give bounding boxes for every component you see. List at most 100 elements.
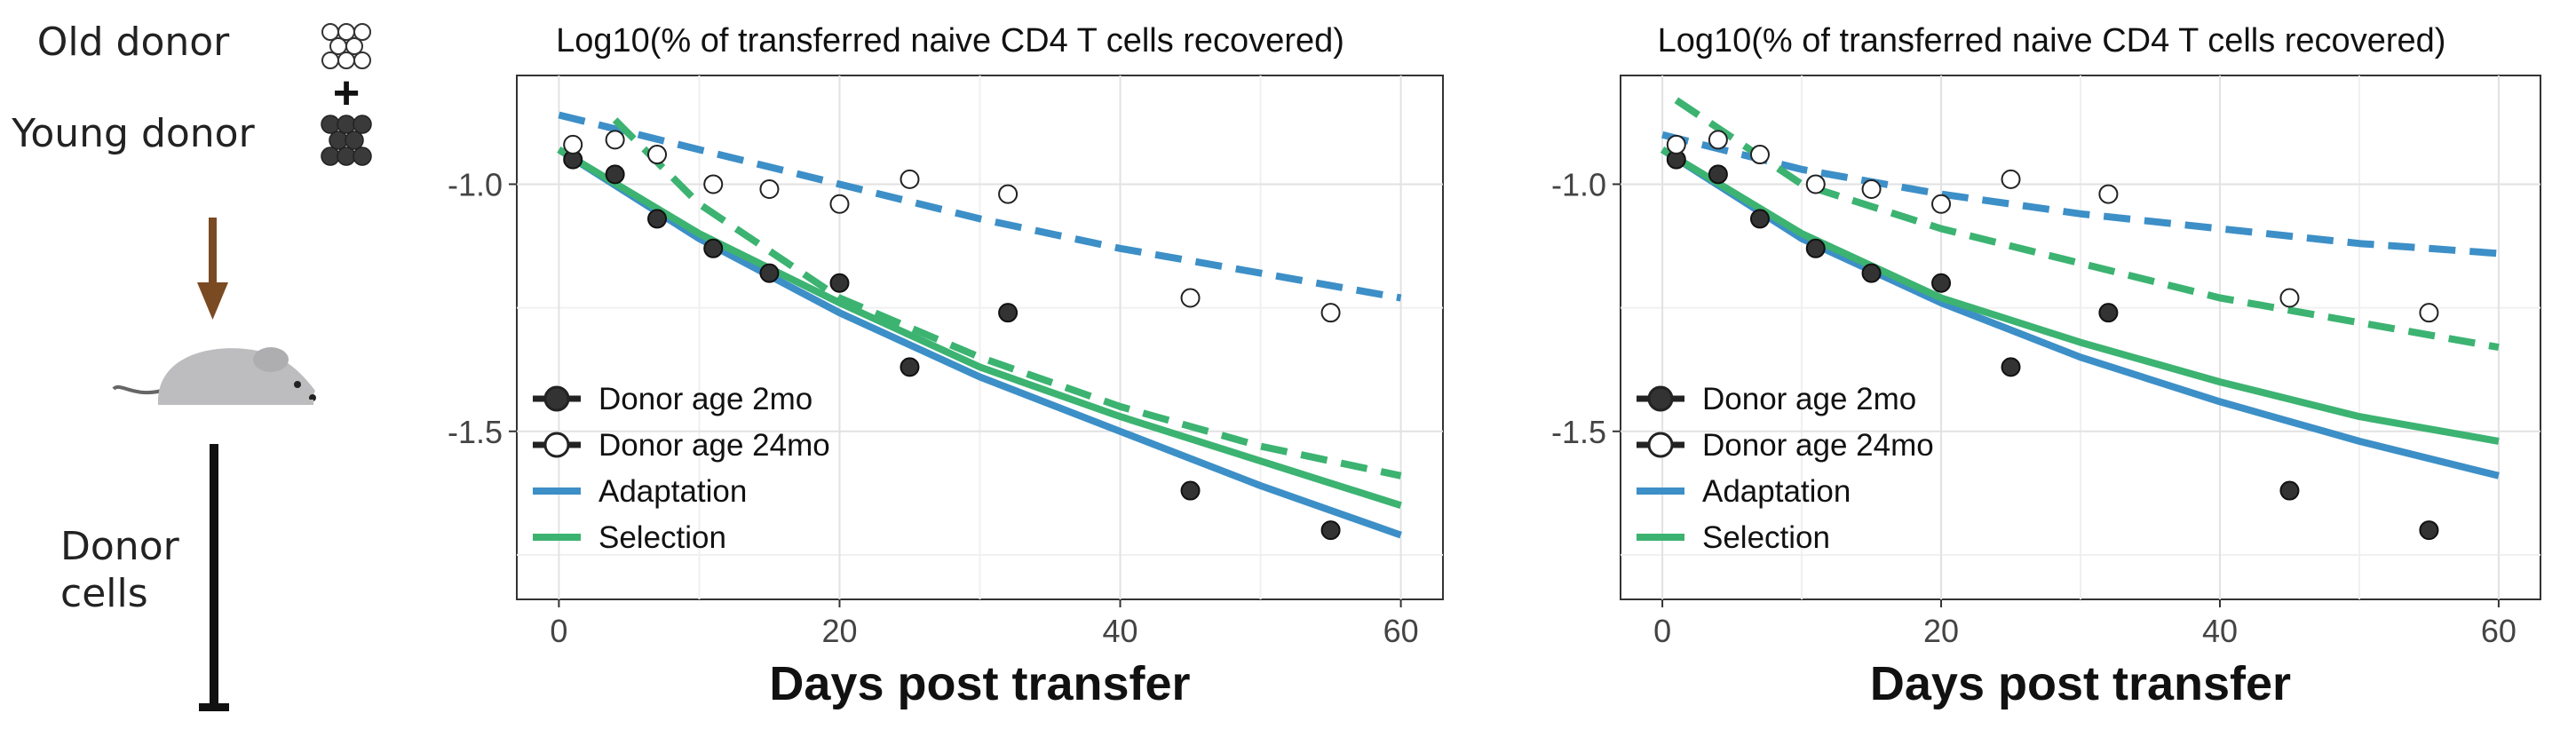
x-axis-label: Days post transfer (1870, 657, 2291, 710)
legend-label: Selection (598, 520, 726, 555)
y-tick-label: -1.5 (448, 414, 503, 450)
data-point-2mo (703, 238, 724, 258)
legend-label: Donor age 24mo (598, 428, 830, 463)
legend-key-point (1647, 432, 1674, 458)
legend-key-point (543, 432, 570, 458)
data-point-24mo (605, 130, 625, 150)
data-point-24mo (1861, 179, 1882, 200)
legend-item-adaptation: Adaptation (533, 474, 747, 509)
timeline-bar-icon (199, 444, 229, 711)
data-point-24mo (2098, 184, 2119, 204)
data-point-24mo (2419, 303, 2439, 323)
data-point-24mo (759, 179, 780, 200)
adaptation-line-2mo (1660, 147, 2500, 479)
down-arrow-icon (197, 218, 228, 320)
data-point-2mo (2279, 480, 2300, 501)
data-point-2mo (2419, 520, 2439, 541)
recovery-chart-right: Log10(% of transferred naive CD4 T cells… (1551, 22, 2541, 710)
legend: Donor age 2mo Donor age 24mo Adaptation Sel… (533, 382, 830, 555)
data-point-24mo (2001, 169, 2021, 189)
data-point-24mo (2279, 288, 2300, 308)
legend-item-adaptation: Adaptation (1637, 474, 1851, 509)
legend-item-donor-age-2mo: Donor age 2mo (1637, 382, 1916, 416)
legend-label: Donor age 2mo (598, 382, 812, 416)
x-axis-label: Days post transfer (769, 657, 1190, 710)
chart-panel-right: Log10(% of transferred naive CD4 T cells… (1527, 0, 2576, 741)
x-tick-label: 40 (1103, 613, 1138, 649)
data-point-2mo (647, 209, 668, 229)
data-point-2mo (1180, 480, 1201, 501)
legend-item-donor-age-24mo: Donor age 24mo (1637, 428, 1934, 463)
x-tick-label: 40 (2202, 613, 2238, 649)
data-point-2mo (1708, 164, 1728, 185)
x-tick-label: 60 (1383, 613, 1419, 649)
data-point-24mo (1666, 134, 1686, 155)
data-point-2mo (829, 273, 850, 293)
data-point-2mo (998, 303, 1019, 323)
grid-lines (517, 75, 1443, 599)
data-point-2mo (1749, 209, 1770, 229)
donor-cells-label-line1: Donor (60, 524, 180, 569)
old-donor-label: Old donor (37, 20, 230, 65)
data-points (563, 130, 1341, 541)
data-points (1666, 130, 2439, 541)
data-point-2mo (759, 263, 780, 283)
data-point-24mo (563, 134, 583, 155)
legend-key-point (1647, 385, 1674, 412)
y-tick-label: -1.0 (1551, 166, 1606, 202)
data-point-2mo (900, 357, 920, 377)
model-lines (557, 111, 1402, 539)
data-point-24mo (1931, 194, 1952, 214)
data-point-2mo (2098, 303, 2119, 323)
x-tick-label: 0 (550, 613, 567, 649)
experiment-schematic: Old donor + Young donor Do (0, 0, 373, 741)
adaptation-line-24mo (1661, 131, 2500, 258)
plus-sign: + (333, 67, 360, 119)
legend: Donor age 2mo Donor age 24mo Adaptation Sel… (1637, 382, 1934, 555)
legend-item-selection: Selection (1637, 520, 1830, 555)
data-point-24mo (998, 184, 1019, 204)
chart-panel-left: Log10(% of transferred naive CD4 T cells… (417, 0, 1483, 741)
donor-cells-label-line2: cells (60, 571, 148, 616)
legend-label: Adaptation (1702, 474, 1851, 509)
adaptation-line-24mo (558, 111, 1402, 302)
recovery-chart-left: Log10(% of transferred naive CD4 T cells… (448, 22, 1444, 710)
chart-title: Log10(% of transferred naive CD4 T cells… (556, 22, 1344, 59)
data-point-24mo (1320, 303, 1341, 323)
legend-key-point (543, 385, 570, 412)
x-tick-label: 60 (2481, 613, 2517, 649)
legend-item-selection: Selection (533, 520, 726, 555)
data-point-2mo (605, 164, 625, 185)
data-point-24mo (1749, 145, 1770, 165)
selection-line-2mo (557, 147, 1402, 510)
y-tick-label: -1.5 (1551, 414, 1606, 450)
schematic-canvas: Old donor + Young donor Do (11, 20, 372, 711)
data-point-24mo (647, 145, 668, 165)
data-point-24mo (1708, 130, 1728, 150)
grid-lines (1621, 75, 2540, 599)
data-point-24mo (1805, 174, 1826, 194)
young-donor-cells-icon (321, 115, 372, 166)
data-point-2mo (1861, 263, 1882, 283)
legend-item-donor-age-2mo: Donor age 2mo (533, 382, 812, 416)
data-point-2mo (1320, 520, 1341, 541)
mouse-icon (112, 347, 316, 405)
x-tick-label: 0 (1653, 613, 1671, 649)
adaptation-line-2mo (557, 147, 1402, 539)
legend-label: Donor age 24mo (1702, 428, 1934, 463)
y-tick-label: -1.0 (448, 166, 503, 202)
model-lines (1660, 97, 2500, 479)
legend-label: Adaptation (598, 474, 747, 509)
chart-title: Log10(% of transferred naive CD4 T cells… (1658, 22, 2446, 59)
legend-item-donor-age-24mo: Donor age 24mo (533, 428, 830, 463)
data-point-24mo (900, 169, 920, 189)
old-donor-cells-icon (321, 23, 371, 69)
x-tick-label: 20 (1923, 613, 1959, 649)
selection-line-2mo (1661, 147, 2500, 445)
data-point-2mo (1931, 273, 1952, 293)
legend-label: Donor age 2mo (1702, 382, 1916, 416)
data-point-24mo (829, 194, 850, 214)
data-point-24mo (1180, 288, 1201, 308)
data-point-2mo (1805, 238, 1826, 258)
data-point-2mo (2001, 357, 2021, 377)
